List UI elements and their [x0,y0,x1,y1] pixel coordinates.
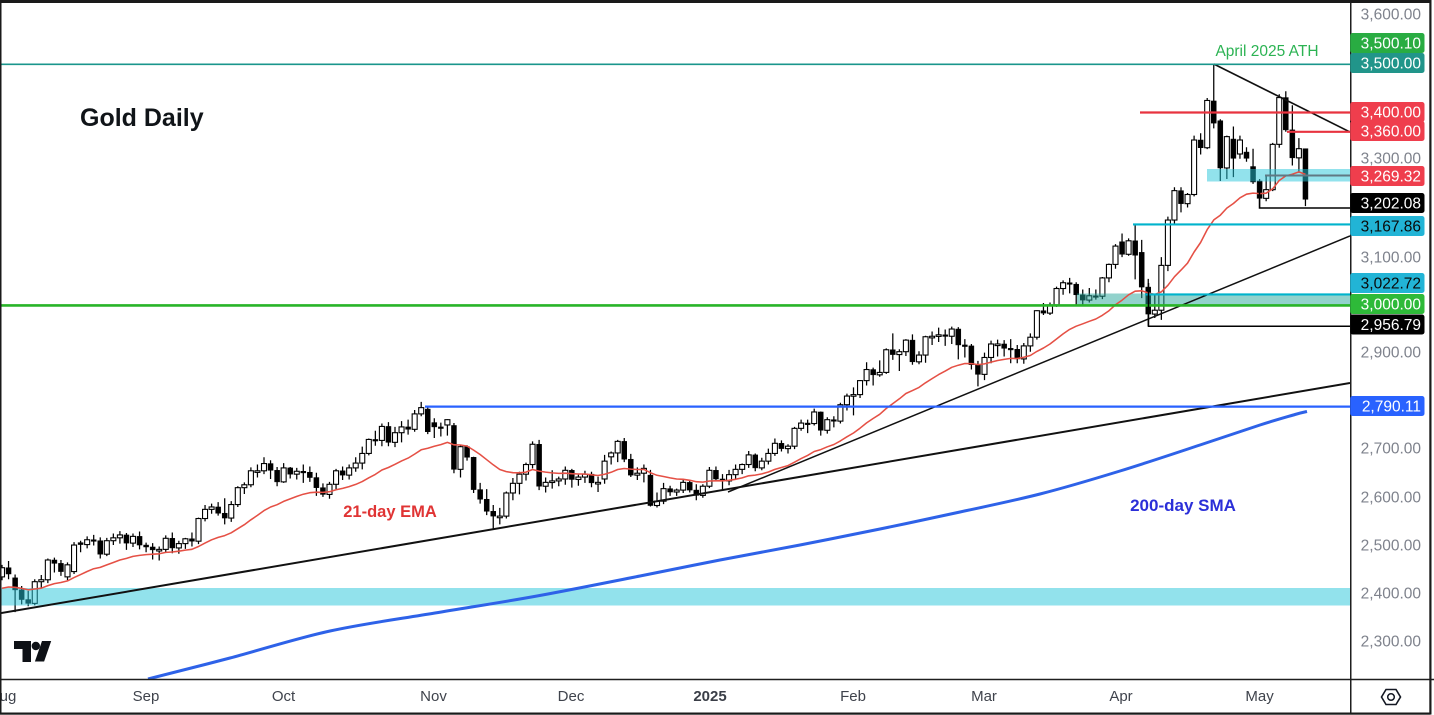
svg-text:2025: 2025 [693,688,726,705]
svg-text:2,400.00: 2,400.00 [1361,585,1422,602]
svg-text:Oct: Oct [272,688,296,705]
svg-text:May: May [1245,688,1274,705]
svg-text:3,400.00: 3,400.00 [1361,104,1422,121]
svg-text:3,600.00: 3,600.00 [1361,6,1422,23]
svg-text:Nov: Nov [420,688,447,705]
svg-text:Mar: Mar [971,688,997,705]
svg-text:3,000.00: 3,000.00 [1361,296,1422,313]
svg-text:2,790.11: 2,790.11 [1362,398,1421,415]
svg-text:3,202.08: 3,202.08 [1361,195,1421,212]
svg-text:3,360.00: 3,360.00 [1361,123,1422,140]
svg-text:3,022.72: 3,022.72 [1361,275,1421,292]
svg-text:Sep: Sep [133,688,160,705]
svg-text:Gold Daily: Gold Daily [80,104,204,132]
svg-text:2,300.00: 2,300.00 [1361,633,1422,650]
svg-text:Feb: Feb [840,688,866,705]
svg-text:Aug: Aug [0,688,16,705]
svg-text:2,500.00: 2,500.00 [1361,537,1422,554]
svg-text:Dec: Dec [558,688,585,705]
svg-text:21-day EMA: 21-day EMA [343,503,437,521]
svg-text:2,900.00: 2,900.00 [1361,344,1422,361]
svg-text:3,300.00: 3,300.00 [1361,150,1422,167]
svg-text:3,100.00: 3,100.00 [1361,249,1422,266]
svg-text:2,700.00: 2,700.00 [1361,440,1422,457]
svg-text:3,500.10: 3,500.10 [1361,35,1422,52]
svg-text:3,167.86: 3,167.86 [1361,218,1421,235]
svg-text:3,500.00: 3,500.00 [1361,55,1422,72]
svg-text:2,600.00: 2,600.00 [1361,489,1422,506]
svg-text:3,269.32: 3,269.32 [1361,168,1421,185]
svg-text:April 2025 ATH: April 2025 ATH [1215,43,1318,60]
svg-text:200-day SMA: 200-day SMA [1130,496,1236,515]
svg-text:2,956.79: 2,956.79 [1361,317,1421,334]
svg-text:Apr: Apr [1109,688,1132,705]
